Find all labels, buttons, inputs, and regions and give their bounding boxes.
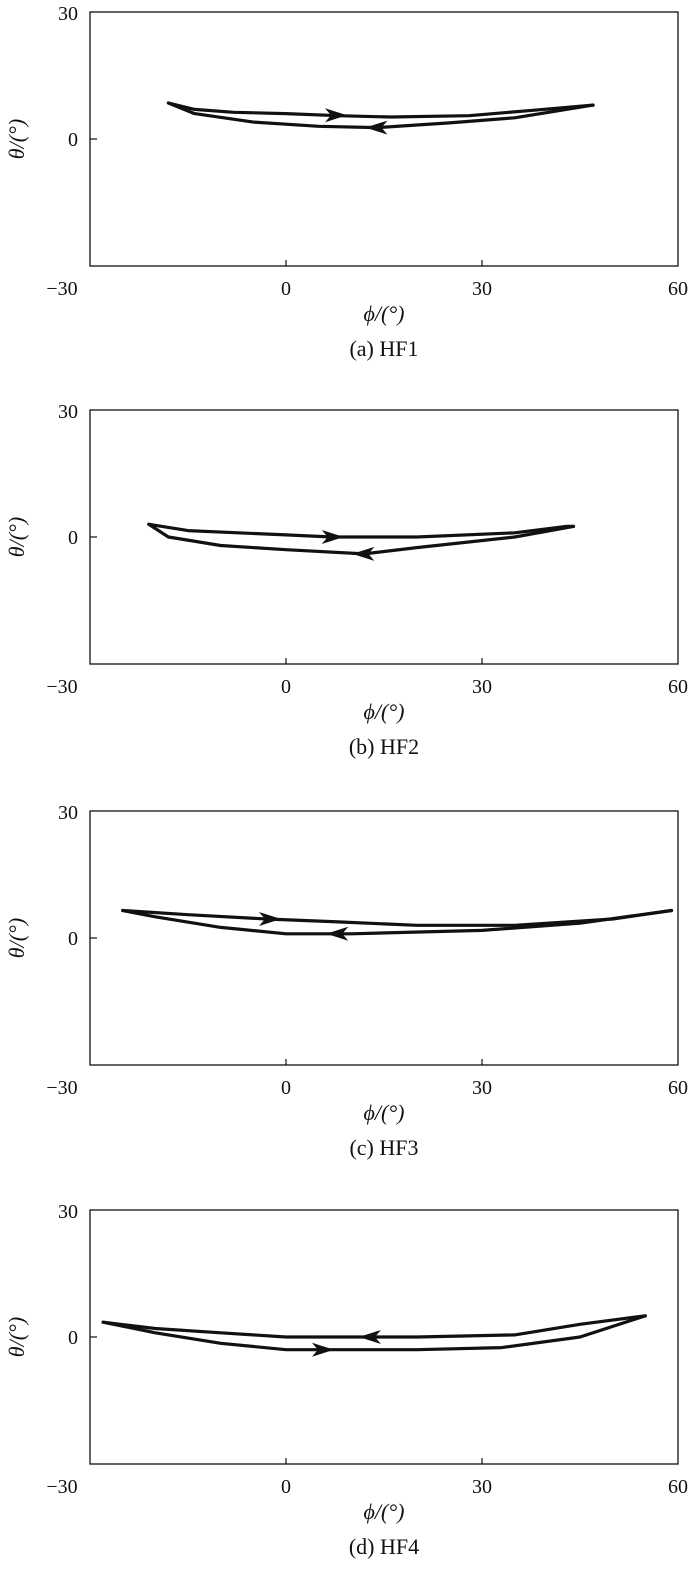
y-tick-label: 0 [68,527,78,549]
hysteresis-lower-branch [147,522,576,556]
hysteresis-lower-branch [166,101,595,130]
x-tick-label: 30 [472,676,492,698]
chart-panel-3: −30 0 30 60 30 0 ϕ/(°) θ/(°) (c) HF3 [4,802,688,1160]
x-tick-label: 0 [281,1077,291,1099]
y-tick-label: 30 [58,802,78,824]
direction-arrow-right [321,530,344,544]
x-tick-label: 30 [472,1077,492,1099]
y-tick-label: 30 [58,1201,78,1223]
direction-arrow-right [325,108,347,123]
hysteresis-lower-branch [121,908,674,936]
x-tick-label: −30 [46,1476,77,1498]
subplot-caption: (a) HF1 [349,336,418,361]
plot-frame [89,810,679,1066]
x-tick-label: 60 [668,1077,688,1099]
y-axis-label: θ/(°) [4,119,29,159]
direction-arrow-left [358,1330,381,1344]
x-tick-label: 60 [668,676,688,698]
x-tick-label: 0 [281,676,291,698]
y-tick-label: 0 [68,129,78,151]
y-axis-label: θ/(°) [4,1317,29,1357]
x-axis-label: ϕ/(°) [364,301,405,326]
subplot-caption: (c) HF3 [349,1135,418,1160]
x-tick-label: −30 [46,676,77,698]
direction-arrow-left [365,120,388,135]
y-tick-label: 30 [58,401,78,423]
chart-panel-4: −30 0 30 60 30 0 ϕ/(°) θ/(°) (d) HF4 [4,1201,688,1559]
hysteresis-upper-branch [147,522,576,539]
y-axis-label: θ/(°) [4,918,29,958]
plot-frame [89,11,679,267]
x-tick-label: 0 [281,1476,291,1498]
y-tick-label: 0 [68,1327,78,1349]
x-tick-label: 30 [472,1476,492,1498]
y-tick-label: 30 [58,3,78,25]
x-tick-label: 60 [668,278,688,300]
y-tick-label: 0 [68,928,78,950]
direction-arrow-left [352,546,375,561]
x-axis-label: ϕ/(°) [364,1100,405,1125]
subplot-caption: (d) HF4 [349,1534,419,1559]
direction-arrow-right [311,1342,334,1357]
x-axis-label: ϕ/(°) [364,1499,405,1524]
x-tick-label: −30 [46,1077,77,1099]
x-tick-label: −30 [46,278,77,300]
x-axis-label: ϕ/(°) [364,699,405,724]
chart-panel-1: −30 0 30 60 30 0 ϕ/(°) θ/(°) (a) HF1 [4,3,688,361]
x-tick-label: 0 [281,278,291,300]
subplot-caption: (b) HF2 [349,734,419,759]
chart-panel-2: −30 0 30 60 30 0 ϕ/(°) θ/(°) (b) HF2 [4,401,688,759]
x-tick-label: 30 [472,278,492,300]
direction-arrow-left [326,926,349,941]
x-tick-label: 60 [668,1476,688,1498]
y-axis-label: θ/(°) [4,517,29,557]
direction-arrow-right [259,911,282,926]
